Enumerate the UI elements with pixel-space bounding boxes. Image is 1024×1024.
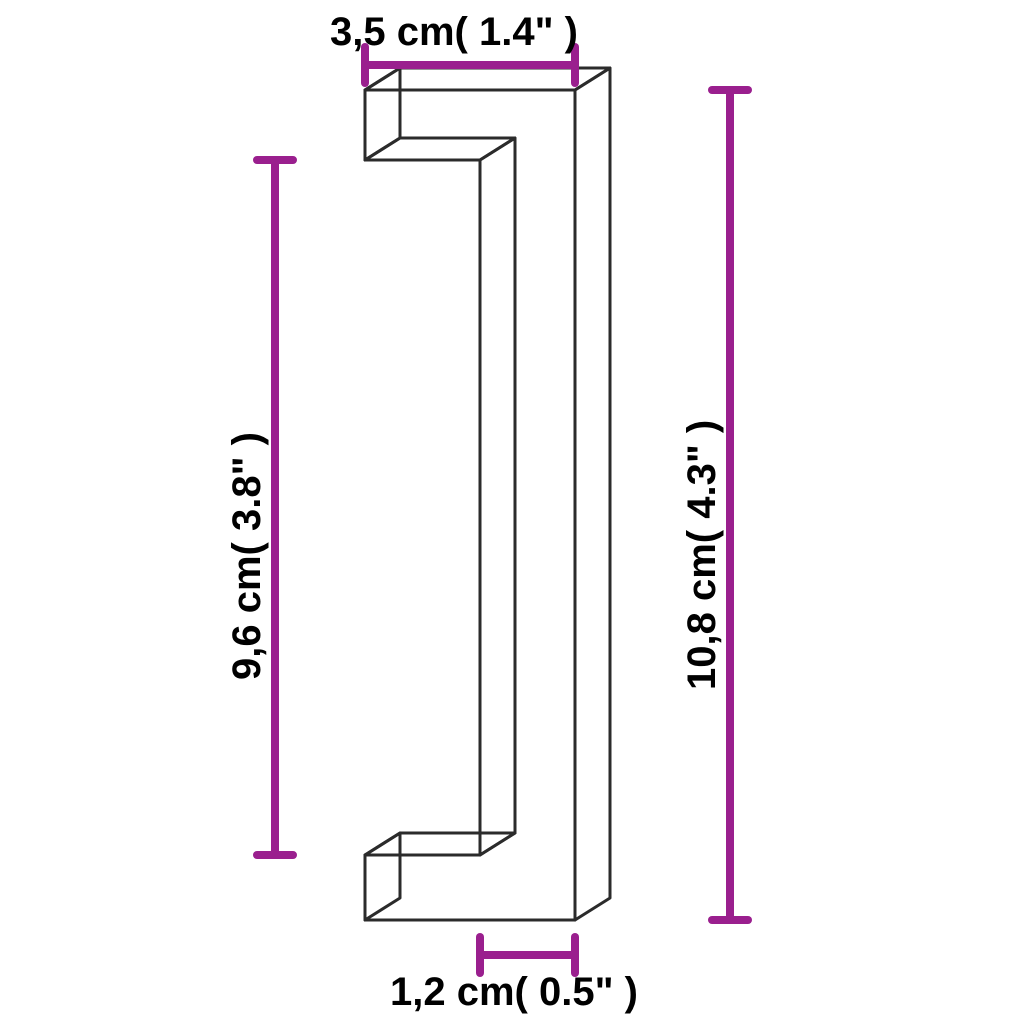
dim-label-left-height: 9,6 cm( 3.8" ) [225,432,270,680]
dim-label-bottom-width: 1,2 cm( 0.5" ) [390,970,638,1015]
handle-outline [365,68,610,920]
dim-label-top-width: 3,5 cm( 1.4" ) [330,10,578,55]
diagram-svg [0,0,1024,1024]
dim-label-right-height: 10,8 cm( 4.3" ) [680,420,725,690]
diagram-stage: 3,5 cm( 1.4" ) 9,6 cm( 3.8" ) 10,8 cm( 4… [0,0,1024,1024]
